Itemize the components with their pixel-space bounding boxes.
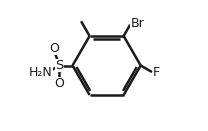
Text: O: O xyxy=(49,42,59,55)
Text: F: F xyxy=(153,66,160,79)
Text: H₂N: H₂N xyxy=(29,66,53,79)
Text: Br: Br xyxy=(131,17,144,30)
Text: O: O xyxy=(54,77,64,90)
Text: S: S xyxy=(55,59,64,72)
